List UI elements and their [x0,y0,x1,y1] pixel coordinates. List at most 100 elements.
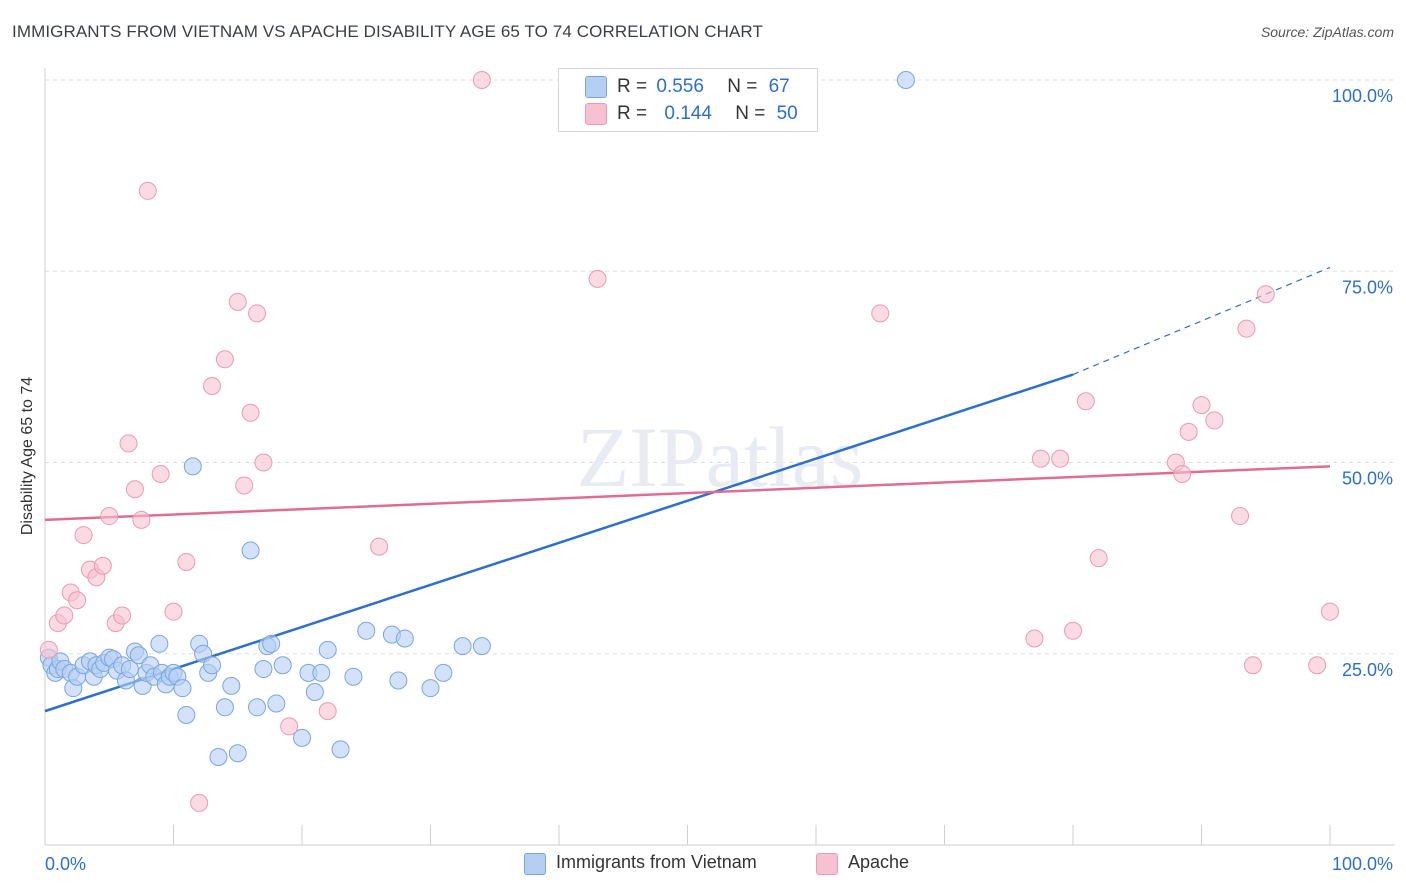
point-apache [1237,319,1256,338]
point-vietnam [262,634,281,653]
point-vietnam [896,71,915,89]
y-tick-label: 25.0% [1342,660,1393,680]
point-vietnam [129,646,148,665]
y-axis-label: Disability Age 65 to 74 [19,376,36,536]
point-apache [1179,422,1198,441]
point-vietnam [228,744,247,763]
legend-r-value: 0.144 [664,103,712,124]
point-apache [1076,392,1095,411]
legend-n-value: 50 [776,103,798,124]
point-vietnam [222,676,241,695]
legend-r-value: 0.556 [656,76,704,97]
trend-line-apache [44,465,1331,522]
y-tick-label: 50.0% [1342,469,1393,489]
point-vietnam [254,660,273,679]
point-apache [55,606,74,625]
point-apache [1243,656,1262,675]
x-tick-label-min: 0.0% [45,854,86,874]
point-vietnam [173,679,192,698]
bottom-legend-label-pink: Apache [848,852,910,872]
y-tick-label: 100.0% [1332,86,1393,106]
point-apache [1256,285,1275,304]
legend-n-label: N = [727,76,758,97]
bottom-legend-swatch-blue [524,853,546,875]
point-vietnam [293,728,311,747]
point-vietnam [273,656,292,675]
legend-n-label: N = [735,103,766,124]
point-apache [1089,549,1108,568]
point-apache [318,702,337,721]
correlation-legend: R = 0.556 N = 67 R = 0.144 N = 50 [558,68,818,132]
point-apache [472,71,491,89]
point-apache [215,350,234,369]
legend-r-label: R = [617,103,648,124]
point-vietnam [389,671,408,690]
point-vietnam [267,694,286,713]
legend-r-label: R = [617,76,648,97]
point-apache [177,552,196,571]
gridlines [45,79,1395,655]
point-apache [132,510,151,529]
point-apache [138,181,157,200]
point-vietnam [120,660,139,679]
point-apache [1064,621,1082,640]
point-vietnam [150,634,169,653]
point-apache [74,526,93,545]
point-vietnam [318,640,337,659]
point-apache [125,480,144,499]
point-vietnam [472,637,491,656]
point-apache [235,476,254,495]
point-vietnam [357,621,376,640]
point-apache [241,403,260,422]
point-apache [39,640,58,659]
point-apache [1205,411,1224,430]
point-vietnam [344,667,363,686]
point-apache [164,602,183,621]
y-tick-labels: 25.0% 50.0% 75.0% 100.0% [1332,86,1393,680]
point-apache [203,377,222,395]
point-apache [68,591,87,610]
point-apache [228,292,247,311]
point-apache [113,606,132,625]
chart-title: IMMIGRANTS FROM VIETNAM VS APACHE DISABI… [12,22,763,41]
point-vietnam [248,698,267,717]
trend-line-vietnam [44,373,1074,713]
point-apache [1231,507,1250,526]
point-vietnam [453,637,472,656]
point-apache [280,717,299,736]
trend-line-vietnam-extension [1072,266,1331,376]
x-ticks [44,825,1331,845]
point-apache [1031,449,1050,468]
legend-swatch-pink [585,103,607,125]
point-apache [1051,449,1070,468]
point-apache [588,269,607,288]
point-apache [100,507,119,526]
point-apache [93,556,112,575]
point-apache [1192,396,1211,415]
point-vietnam [183,457,202,476]
legend-swatch-blue [585,76,607,98]
point-apache [1173,464,1192,483]
point-apache [190,793,209,812]
legend-row-pink: R = 0.144 N = 50 [617,103,798,125]
point-apache [1025,629,1044,648]
point-vietnam [209,748,228,767]
point-vietnam [331,740,350,759]
source-label: Source: ZipAtlas.com [1260,24,1394,40]
point-vietnam [203,656,222,675]
bottom-legend-swatch-pink [816,853,838,875]
point-apache [871,304,890,323]
point-apache [370,537,389,556]
point-apache [248,304,267,323]
legend-n-value: 67 [768,76,790,97]
point-apache [1321,602,1339,621]
point-apache [119,434,138,453]
trend-lines [44,266,1331,713]
point-apache [1308,656,1327,675]
legend-row-blue: R = 0.556 N = 67 [617,76,790,98]
point-vietnam [434,663,453,682]
y-tick-label: 75.0% [1342,277,1393,297]
point-vietnam [421,679,440,698]
point-vietnam [241,541,260,560]
